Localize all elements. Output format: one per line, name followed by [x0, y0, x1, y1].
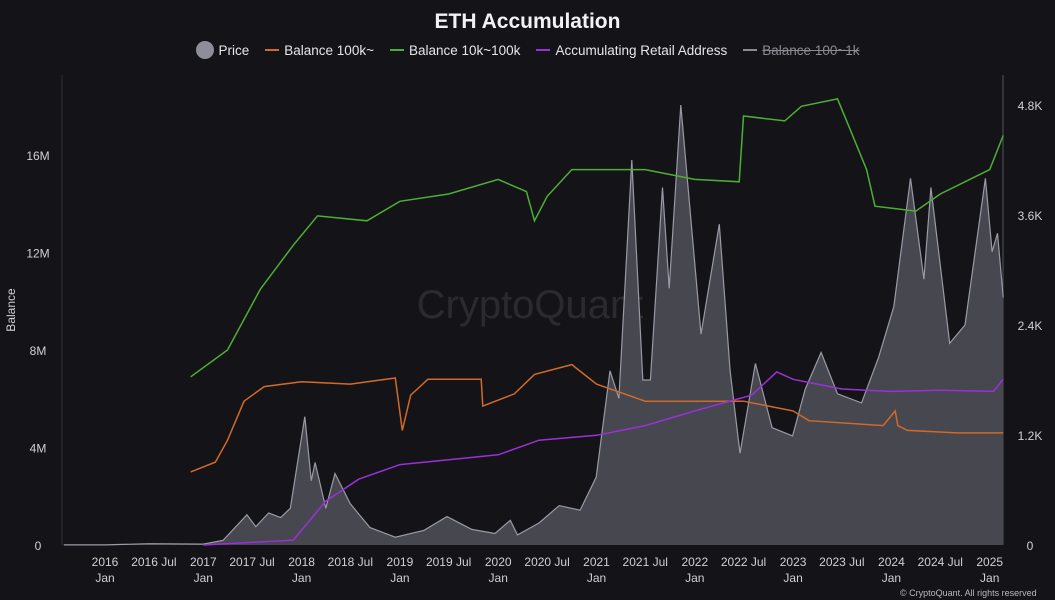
- x-tick-sublabel: Jan: [95, 571, 114, 585]
- x-tick-label: 2021 Jul: [623, 555, 668, 569]
- chart-title: ETH Accumulation: [434, 10, 621, 33]
- x-tick-label: 2018 Jul: [328, 555, 373, 569]
- y2-tick-label: 0: [1027, 539, 1034, 553]
- x-tick-label: 2020 Jul: [524, 555, 569, 569]
- y-axis-label: Balance: [4, 288, 18, 332]
- x-tick-label: 2022 Jul: [721, 555, 766, 569]
- legend-item[interactable]: Balance 10k~100k: [389, 41, 521, 59]
- x-tick-label: 2021: [583, 555, 610, 569]
- x-tick-label: 2019 Jul: [426, 555, 471, 569]
- x-tick-sublabel: Jan: [390, 571, 409, 585]
- legend-label: Balance 100~1k: [762, 42, 860, 58]
- x-tick-label: 2018: [288, 555, 315, 569]
- x-tick-label: 2019: [387, 555, 414, 569]
- x-tick-sublabel: Jan: [783, 571, 802, 585]
- y2-tick-label: 2.4K: [1018, 319, 1043, 333]
- x-tick-label: 2016: [92, 555, 119, 569]
- x-tick-sublabel: Jan: [194, 571, 213, 585]
- watermark: CryptoQuant: [417, 283, 644, 327]
- legend-label: Price: [218, 42, 250, 58]
- legend-swatch: [265, 49, 280, 51]
- x-tick-label: 2017 Jul: [229, 555, 274, 569]
- x-tick-sublabel: Jan: [882, 571, 901, 585]
- x-tick-label: 2023 Jul: [819, 555, 864, 569]
- series-line: [203, 371, 1004, 546]
- x-tick-sublabel: Jan: [587, 571, 606, 585]
- x-tick-sublabel: Jan: [292, 571, 311, 585]
- legend-item[interactable]: Price: [195, 41, 250, 59]
- x-tick-label: 2025: [976, 555, 1003, 569]
- y2-tick-label: 4.8K: [1018, 99, 1043, 113]
- y-tick-label: 8M: [30, 344, 47, 358]
- x-tick-label: 2017: [190, 555, 217, 569]
- copyright: © CryptoQuant. All rights reserved: [900, 588, 1037, 598]
- legend-item[interactable]: Accumulating Retail Address: [536, 41, 727, 59]
- price-area: [63, 105, 1004, 545]
- y2-tick-label: 1.2K: [1018, 429, 1043, 443]
- legend-label: Accumulating Retail Address: [555, 42, 728, 58]
- x-tick-label: 2020: [485, 555, 512, 569]
- series-line: [190, 363, 1004, 473]
- legend-label: Balance 100k~: [284, 42, 374, 58]
- y-tick-label: 0: [35, 539, 42, 553]
- price-line: [63, 104, 1004, 546]
- legend: Price Balance 100k~ Balance 10k~100k Accumu…: [0, 41, 1055, 59]
- legend-swatch: [536, 49, 551, 51]
- x-tick-sublabel: Jan: [980, 571, 999, 585]
- x-tick-sublabel: Jan: [685, 571, 704, 585]
- legend-item[interactable]: Balance 100k~: [265, 41, 374, 59]
- x-tick-label: 2024: [878, 555, 905, 569]
- legend-label: Balance 10k~100k: [408, 42, 521, 58]
- legend-swatch: [389, 49, 404, 51]
- y2-tick-label: 3.6K: [1018, 209, 1043, 223]
- y-tick-label: 16M: [26, 149, 49, 163]
- legend-swatch: [743, 49, 758, 51]
- series-balance-10k-100k: [190, 98, 1004, 378]
- y-tick-label: 12M: [26, 247, 49, 261]
- series-accumulating-retail-address: [203, 371, 1004, 546]
- x-tick-label: 2022: [681, 555, 708, 569]
- legend-item[interactable]: Balance 100~1k: [743, 41, 859, 59]
- series-line: [190, 98, 1004, 378]
- x-tick-sublabel: Jan: [489, 571, 508, 585]
- series-price: [63, 104, 1004, 546]
- y-tick-label: 4M: [30, 442, 47, 456]
- legend-swatch: [195, 41, 214, 59]
- x-tick-label: 2016 Jul: [131, 555, 176, 569]
- x-tick-label: 2023: [780, 555, 807, 569]
- x-tick-label: 2024 Jul: [918, 555, 963, 569]
- series-balance-100k-: [190, 363, 1004, 473]
